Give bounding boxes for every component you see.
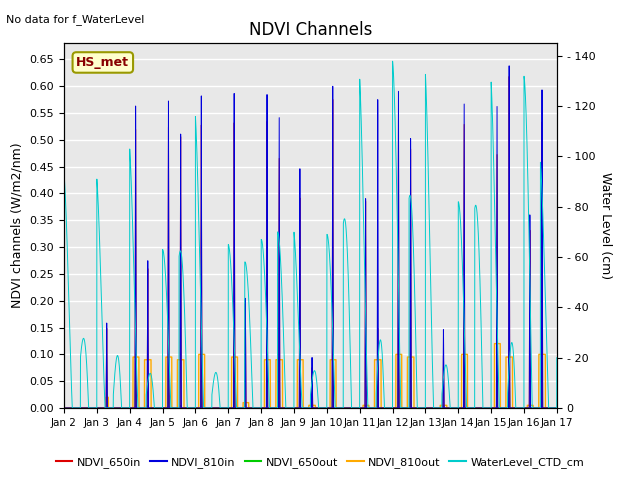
Y-axis label: Water Level (cm): Water Level (cm) xyxy=(599,172,612,279)
Text: HS_met: HS_met xyxy=(76,56,129,69)
Title: NDVI Channels: NDVI Channels xyxy=(249,21,372,39)
Y-axis label: NDVI channels (W/m2/nm): NDVI channels (W/m2/nm) xyxy=(11,143,24,309)
Legend: NDVI_650in, NDVI_810in, NDVI_650out, NDVI_810out, WaterLevel_CTD_cm: NDVI_650in, NDVI_810in, NDVI_650out, NDV… xyxy=(51,452,589,472)
Text: No data for f_WaterLevel: No data for f_WaterLevel xyxy=(6,14,145,25)
